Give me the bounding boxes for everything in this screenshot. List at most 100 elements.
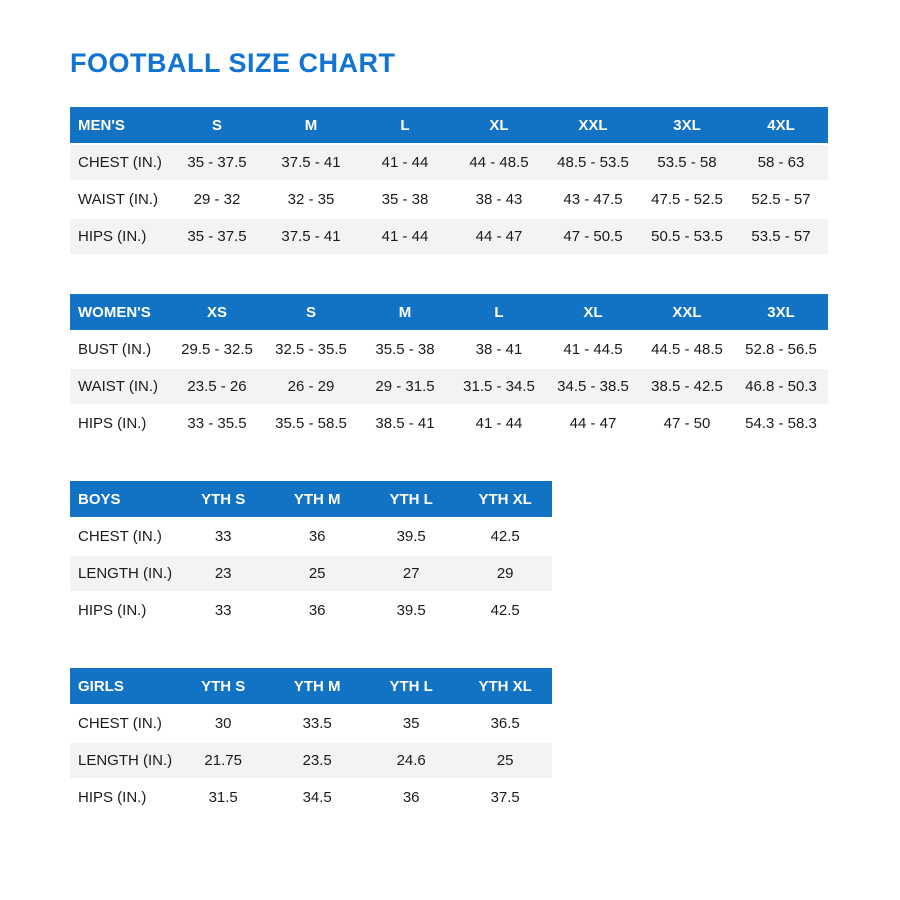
size-value-cell: 29 - 31.5 xyxy=(358,369,452,404)
measurement-row-label: BUST (IN.) xyxy=(78,341,152,358)
size-value-cell: 38 - 41 xyxy=(475,341,523,358)
girls-measurement-row: LENGTH (IN.) 21.75 23.5 24.6 25 xyxy=(70,743,553,778)
size-value-cell: 35.5 - 58.5 xyxy=(275,415,347,432)
mens-size-column-header: XL xyxy=(452,107,546,143)
girls-measurement-row: CHEST (IN.) 30 33.5 35 36.5 xyxy=(70,706,552,741)
girls-size-column-header: YTH XL xyxy=(458,668,553,704)
womens-size-column-header: XL xyxy=(546,294,640,330)
boys-size-column-header: YTH S xyxy=(176,481,271,517)
size-tables: MEN'S S M L XL XXL 3XL 4XL CHEST (IN.) 35 - 37.5 3… xyxy=(70,105,830,817)
size-value-cell: 32.5 - 35.5 xyxy=(275,341,347,358)
mens-size-column-header: L xyxy=(358,107,452,143)
size-value-cell: 39.5 xyxy=(396,602,426,619)
size-value-cell: 38.5 - 41 xyxy=(375,415,435,432)
mens-size-table: MEN'S S M L XL XXL 3XL 4XL CHEST (IN.) 35 - 37.5 3… xyxy=(70,105,828,256)
girls-size-table: GIRLS YTH S YTH M YTH L YTH XL CHEST (IN.) 30 3… xyxy=(70,666,553,817)
size-value-cell: 38 - 43 xyxy=(475,191,523,208)
size-value-cell: 43 - 47.5 xyxy=(563,191,623,208)
girls-size-column-header: YTH M xyxy=(270,668,365,704)
mens-measurement-row: CHEST (IN.) 35 - 37.5 37.5 - 41 41 - 44 44 -… xyxy=(70,145,828,180)
measurement-row-label: HIPS (IN.) xyxy=(70,219,170,254)
measurement-row-label: CHEST (IN.) xyxy=(78,715,162,732)
mens-measurement-row: WAIST (IN.) 29 - 32 32 - 35 35 - 38 38 - 43 4… xyxy=(70,182,828,217)
size-value-cell: 44 - 48.5 xyxy=(452,145,546,180)
size-value-cell: 39.5 xyxy=(396,528,426,545)
size-value-cell: 47.5 - 52.5 xyxy=(651,191,723,208)
size-chart-page: FOOTBALL SIZE CHART MEN'S S M L XL XXL 3XL 4XL C… xyxy=(70,48,830,817)
mens-table-title: MEN'S xyxy=(70,107,170,143)
measurement-row-label: WAIST (IN.) xyxy=(70,369,170,404)
size-value-cell: 52.8 - 56.5 xyxy=(745,341,817,358)
size-value-cell: 44.5 - 48.5 xyxy=(651,341,723,358)
womens-size-column-header: XXL xyxy=(640,294,734,330)
size-value-cell: 35 xyxy=(402,715,420,732)
size-value-cell: 48.5 - 53.5 xyxy=(546,145,640,180)
boys-size-table: BOYS YTH S YTH M YTH L YTH XL CHEST (IN.) 33 36… xyxy=(70,479,553,630)
size-value-cell: 24.6 xyxy=(364,743,459,778)
size-value-cell: 21.75 xyxy=(176,743,271,778)
boys-table-title: BOYS xyxy=(70,481,177,517)
size-value-cell: 23.5 - 26 xyxy=(170,369,264,404)
size-value-cell: 23.5 xyxy=(270,743,365,778)
boys-header-row: BOYS YTH S YTH M YTH L YTH XL xyxy=(70,481,553,517)
boys-measurement-row: LENGTH (IN.) 23 25 27 29 xyxy=(70,556,553,591)
girls-table-title: GIRLS xyxy=(70,668,177,704)
size-value-cell: 44 - 47 xyxy=(452,219,546,254)
size-value-cell: 52.5 - 57 xyxy=(751,191,811,208)
mens-size-column-header: M xyxy=(264,107,358,143)
size-value-cell: 42.5 xyxy=(490,528,520,545)
size-value-cell: 32 - 35 xyxy=(287,191,335,208)
size-value-cell: 29 xyxy=(458,556,553,591)
size-value-cell: 26 - 29 xyxy=(264,369,358,404)
boys-size-column-header: YTH M xyxy=(270,481,365,517)
boys-measurement-row: HIPS (IN.) 33 36 39.5 42.5 xyxy=(70,593,552,628)
size-value-cell: 35.5 - 38 xyxy=(375,341,435,358)
page-title: FOOTBALL SIZE CHART xyxy=(70,48,396,78)
size-value-cell: 41 - 44.5 xyxy=(563,341,623,358)
size-value-cell: 50.5 - 53.5 xyxy=(640,219,734,254)
measurement-row-label: HIPS (IN.) xyxy=(78,602,147,619)
womens-measurement-row: HIPS (IN.) 33 - 35.5 35.5 - 58.5 38.5 - 41 4… xyxy=(70,406,828,441)
size-value-cell: 33 xyxy=(214,602,232,619)
size-value-cell: 31.5 - 34.5 xyxy=(452,369,546,404)
womens-size-column-header: XS xyxy=(170,294,264,330)
womens-size-column-header: L xyxy=(452,294,546,330)
size-value-cell: 25 xyxy=(458,743,553,778)
size-value-cell: 29 - 32 xyxy=(193,191,241,208)
size-value-cell: 37.5 - 41 xyxy=(264,219,358,254)
size-value-cell: 30 xyxy=(214,715,232,732)
womens-table-title: WOMEN'S xyxy=(70,294,170,330)
womens-size-table: WOMEN'S XS S M L XL XXL 3XL BUST (IN.) 29.5 - 32.… xyxy=(70,292,828,443)
size-value-cell: 47 - 50 xyxy=(663,415,711,432)
boys-size-column-header: YTH XL xyxy=(458,481,553,517)
size-value-cell: 29.5 - 32.5 xyxy=(181,341,253,358)
mens-size-column-header: 3XL xyxy=(640,107,734,143)
measurement-row-label: LENGTH (IN.) xyxy=(70,743,177,778)
measurement-row-label: HIPS (IN.) xyxy=(78,789,147,806)
size-value-cell: 35 - 38 xyxy=(381,191,429,208)
mens-size-column-header: 4XL xyxy=(734,107,828,143)
size-value-cell: 27 xyxy=(364,556,459,591)
size-value-cell: 41 - 44 xyxy=(358,145,452,180)
size-value-cell: 37.5 xyxy=(490,789,520,806)
size-value-cell: 53.5 - 58 xyxy=(640,145,734,180)
size-value-cell: 33.5 xyxy=(302,715,332,732)
size-value-cell: 25 xyxy=(270,556,365,591)
size-value-cell: 33 - 35.5 xyxy=(187,415,247,432)
size-value-cell: 42.5 xyxy=(490,602,520,619)
girls-size-column-header: YTH S xyxy=(176,668,271,704)
size-value-cell: 35 - 37.5 xyxy=(170,145,264,180)
womens-size-column-header: M xyxy=(358,294,452,330)
size-value-cell: 34.5 xyxy=(302,789,332,806)
mens-measurement-row: HIPS (IN.) 35 - 37.5 37.5 - 41 41 - 44 44 - … xyxy=(70,219,828,254)
size-value-cell: 46.8 - 50.3 xyxy=(734,369,828,404)
size-value-cell: 47 - 50.5 xyxy=(546,219,640,254)
boys-size-column-header: YTH L xyxy=(364,481,459,517)
mens-header-row: MEN'S S M L XL XXL 3XL 4XL xyxy=(70,107,828,143)
size-value-cell: 38.5 - 42.5 xyxy=(640,369,734,404)
measurement-row-label: HIPS (IN.) xyxy=(78,415,147,432)
girls-measurement-row: HIPS (IN.) 31.5 34.5 36 37.5 xyxy=(70,780,552,815)
size-value-cell: 58 - 63 xyxy=(734,145,828,180)
measurement-row-label: CHEST (IN.) xyxy=(70,145,170,180)
boys-measurement-row: CHEST (IN.) 33 36 39.5 42.5 xyxy=(70,519,552,554)
